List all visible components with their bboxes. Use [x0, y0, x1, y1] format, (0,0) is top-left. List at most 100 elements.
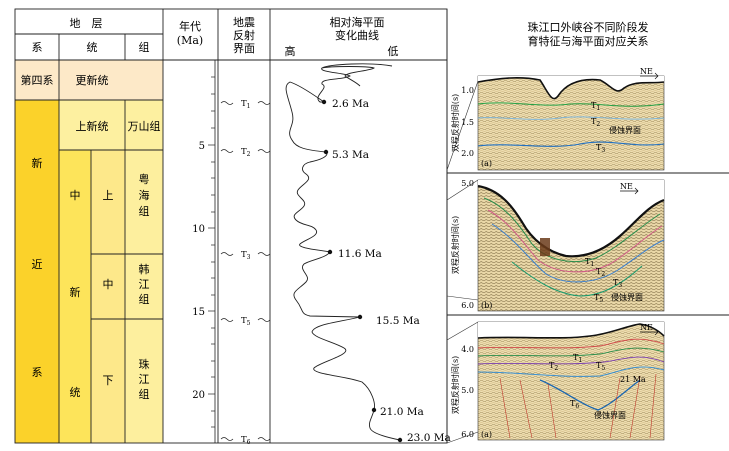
- panel2-erosion-note: 侵蚀界面: [611, 292, 643, 302]
- wanshan-label: 万山组: [128, 119, 161, 133]
- right-header-line1: 珠江口外峡谷不同阶段发: [528, 20, 649, 34]
- panel3-t5: T5: [596, 361, 605, 372]
- curve-low-label: 低: [388, 45, 399, 58]
- pleistocene-fill: [59, 60, 163, 100]
- panel2-ylabel: 双程反射时间(s): [450, 216, 460, 274]
- age-axis: 5 10 15 20: [192, 60, 216, 443]
- event-label-5-3: 5.3 Ma: [332, 149, 369, 161]
- neogene-char-2: 近: [32, 258, 43, 271]
- stage-fill: [91, 150, 125, 443]
- pliocene-fill: [59, 100, 125, 150]
- panel3-tick-2: 5.0: [461, 386, 474, 395]
- system-header: 系: [32, 41, 43, 54]
- sea-level-curve: [285, 63, 401, 441]
- neogene-char-1: 新: [32, 156, 43, 170]
- strata-header: 地 层: [70, 17, 103, 30]
- seismic-panel-3: T1 T2 T5 T6 21 Ma 侵蚀界面 NE (a) 4.0 5.0 6.…: [450, 321, 665, 441]
- panel-connectors: [446, 80, 479, 444]
- reflector-header-line2: 反射: [233, 28, 255, 42]
- panel3-age-note: 21 Ma: [620, 375, 646, 384]
- yuehai-char-3: 组: [139, 204, 150, 218]
- age-tick-10: 10: [192, 224, 205, 235]
- neogene-char-3: 系: [32, 366, 43, 379]
- age-header-line2: (Ma): [177, 34, 203, 47]
- group-header: 组: [139, 40, 150, 54]
- curve-header-line2: 变化曲线: [335, 28, 379, 42]
- reflector-t5: T5: [241, 316, 251, 327]
- hanjiang-char-1: 韩: [139, 262, 150, 276]
- upper-stage-label: 上: [103, 189, 114, 202]
- panel3-t2: T2: [549, 361, 558, 372]
- panel1-t3: T3: [596, 143, 605, 154]
- panel3-t6: T6: [570, 399, 579, 410]
- wanshan-fill: [125, 100, 163, 150]
- panel1-ylabel: 双程反射时间(s): [450, 94, 460, 152]
- panel2-t1: T1: [585, 257, 594, 268]
- zhujiang-char-1: 珠: [139, 357, 150, 371]
- panel1-ne-label: NE: [640, 67, 653, 76]
- right-header-line2: 育特征与海平面对应关系: [528, 34, 649, 48]
- reflector-header-line3: 界面: [233, 42, 255, 55]
- panel3-tick-3: 6.0: [461, 430, 474, 439]
- reflector-t3: T3: [241, 250, 251, 261]
- panel2-t3: T3: [613, 278, 622, 289]
- panel1-tick-2: 1.5: [461, 118, 474, 127]
- reflector-t1: T1: [241, 99, 251, 110]
- zhujiang-char-2: 江: [139, 373, 150, 386]
- panel1-tag: (a): [481, 159, 492, 168]
- age-tick-20: 20: [192, 390, 205, 401]
- lower-stage-label: 下: [103, 374, 114, 387]
- pleistocene-label: 更新统: [76, 73, 109, 87]
- age-header-line1: 年代: [179, 19, 201, 33]
- panel2-tag: (b): [481, 301, 492, 310]
- reflector-t6: T6: [241, 435, 251, 446]
- panel1-tick-3: 2.0: [461, 149, 474, 158]
- reflector-header-line1: 地震: [233, 16, 255, 29]
- panel2-t2: T2: [596, 267, 605, 278]
- panel1-t1: T1: [591, 101, 600, 112]
- formation-fill: [125, 150, 163, 443]
- reflector-t2: T2: [241, 147, 251, 158]
- panel2-ne-label: NE: [620, 182, 633, 191]
- panel2-t5: T5: [594, 293, 603, 304]
- panel3-t1: T1: [573, 353, 582, 364]
- panel1-erosion-note: 侵蚀界面: [609, 125, 641, 135]
- panel1-tick-1: 1.0: [461, 86, 474, 95]
- series-header: 统: [87, 41, 98, 54]
- age-tick-15: 15: [192, 307, 205, 318]
- miocene-char-3: 统: [70, 386, 81, 399]
- panel3-ne-label: NE: [640, 323, 653, 332]
- sea-level-loop: [321, 66, 375, 87]
- sea-level-event-points: [321, 99, 403, 443]
- event-label-2-6: 2.6 Ma: [332, 98, 369, 110]
- hanjiang-char-2: 江: [139, 278, 150, 291]
- table-grid: [14, 8, 448, 444]
- miocene-char-2: 新: [70, 285, 81, 299]
- miocene-fill: [59, 150, 91, 443]
- event-label-21-0: 21.0 Ma: [380, 406, 424, 418]
- miocene-char-1: 中: [70, 189, 81, 202]
- panel2-tick-1: 5.0: [461, 179, 474, 188]
- event-label-11-6: 11.6 Ma: [338, 248, 382, 260]
- panel2-tick-2: 6.0: [461, 301, 474, 310]
- hanjiang-char-3: 组: [139, 292, 150, 306]
- panel3-tick-1: 4.0: [461, 345, 474, 354]
- curve-high-label: 高: [285, 44, 296, 58]
- zhujiang-char-3: 组: [139, 387, 150, 401]
- yuehai-char-2: 海: [139, 188, 150, 202]
- curve-header-line1: 相对海平面: [330, 15, 385, 29]
- pliocene-label: 上新统: [76, 119, 109, 133]
- neogene-fill: [15, 100, 59, 443]
- panel3-tag: (a): [481, 430, 492, 439]
- event-label-23-0: 23.0 Ma: [407, 432, 451, 444]
- seismic-panel-1: T1 T2 T3 侵蚀界面 NE (a) 1.0 1.5 2.0 双程反射时间(…: [450, 67, 665, 171]
- panel3-erosion-note: 侵蚀界面: [594, 410, 626, 420]
- reflector-markers: [220, 101, 271, 441]
- age-tick-5: 5: [199, 141, 205, 152]
- panel3-ylabel: 双程反射时间(s): [450, 356, 460, 414]
- yuehai-char-1: 粤: [139, 172, 150, 186]
- quaternary-label: 第四系: [21, 73, 54, 87]
- event-label-15-5: 15.5 Ma: [376, 315, 420, 327]
- seismic-panel-2: T1 T2 T3 T5 侵蚀界面 NE (b) 5.0 6.0 双程反射时间(s…: [450, 179, 665, 312]
